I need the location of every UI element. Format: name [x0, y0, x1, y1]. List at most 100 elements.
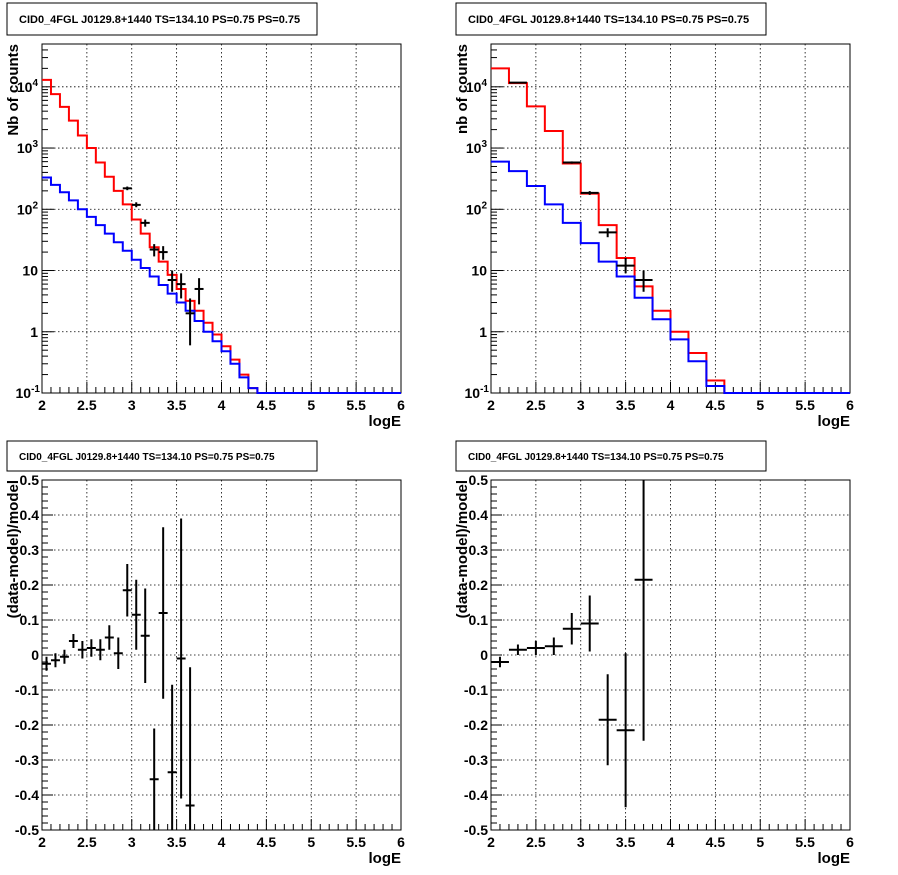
title-box-frame	[455, 2, 767, 36]
data-point	[598, 674, 617, 766]
x-tick-label: 2.5	[77, 397, 97, 413]
data-point	[140, 588, 150, 683]
y-tick-label: 103	[466, 139, 488, 156]
x-tick-label: 5.5	[346, 397, 366, 413]
data-point	[167, 270, 177, 292]
x-tick-label: 4	[218, 397, 226, 413]
y-tick-label: 10	[471, 263, 487, 279]
data-point	[508, 644, 527, 655]
y-tick-label: 10	[22, 263, 38, 279]
x-tick-label: 2.5	[526, 397, 546, 413]
x-tick-label: 6	[397, 834, 405, 850]
counts-panel-left: CID0_4FGL J0129.8+1440 TS=134.10 PS=0.75…	[5, 2, 405, 430]
x-axis-label: logE	[818, 850, 851, 867]
data-point	[580, 191, 599, 195]
x-tick-label: 3.5	[616, 834, 636, 850]
x-tick-label: 5.5	[346, 834, 366, 850]
x-tick-label: 5	[307, 834, 315, 850]
y-tick-label: -0.1	[15, 682, 39, 698]
data-point	[77, 641, 87, 659]
x-tick-label: 3	[128, 397, 136, 413]
data-point	[185, 298, 195, 346]
data-point	[95, 639, 105, 661]
x-tick-label: 2.5	[526, 834, 546, 850]
y-tick-label: -0.5	[464, 822, 488, 838]
x-tick-label: 6	[397, 397, 405, 413]
data-point	[526, 641, 545, 655]
gridlines	[491, 480, 850, 830]
data-point	[122, 186, 132, 191]
data-points	[42, 518, 195, 830]
title-box-frame	[455, 440, 767, 472]
data-point	[634, 480, 653, 741]
x-tick-label: 3	[577, 397, 585, 413]
chart-title: CID0_4FGL J0129.8+1440 TS=134.10 PS=0.75…	[19, 452, 275, 463]
data-point	[598, 228, 617, 238]
data-points	[491, 480, 653, 808]
data-point	[562, 613, 581, 645]
gridlines	[42, 480, 401, 830]
y-tick-label: 102	[466, 200, 488, 217]
data-point	[176, 518, 186, 799]
title-box-frame	[6, 2, 318, 36]
data-point	[104, 625, 114, 650]
data-point	[544, 637, 563, 655]
y-tick-label: 102	[17, 200, 39, 217]
chart-title: CID0_4FGL J0129.8+1440 TS=134.10 PS=0.75…	[468, 14, 749, 26]
y-tick-label: -0.2	[15, 717, 39, 733]
y-tick-label: 103	[17, 139, 39, 156]
data-point	[580, 595, 599, 652]
data-point	[122, 564, 132, 617]
y-tick-label: 10-1	[16, 384, 41, 401]
data-point	[131, 202, 141, 208]
data-point	[113, 637, 123, 669]
title-box: CID0_4FGL J0129.8+1440 TS=134.10 PS=0.75…	[6, 2, 318, 36]
y-tick-label: 104	[466, 78, 488, 95]
y-axis-label: nb of counts	[454, 44, 471, 134]
y-tick-label: 0.3	[20, 542, 40, 558]
x-tick-label: 5.5	[795, 397, 815, 413]
y-tick-label: 104	[17, 78, 39, 95]
data-point	[68, 634, 78, 648]
x-tick-label: 4.5	[706, 834, 726, 850]
title-box: CID0_4FGL J0129.8+1440 TS=134.10 PS=0.75…	[455, 2, 767, 36]
data-points	[508, 81, 653, 292]
data-point	[86, 639, 96, 657]
x-tick-label: 2	[487, 834, 495, 850]
axis-ticks	[490, 479, 851, 831]
data-point	[194, 278, 204, 305]
y-tick-label: -0.3	[464, 752, 488, 768]
y-tick-label: 0.2	[469, 577, 489, 593]
chart-title: CID0_4FGL J0129.8+1440 TS=134.10 PS=0.75…	[19, 14, 300, 26]
y-tick-label: -0.1	[464, 682, 488, 698]
x-tick-label: 3.5	[167, 397, 187, 413]
y-tick-label: 0.2	[20, 577, 40, 593]
data-point	[42, 656, 51, 671]
y-tick-label: -0.4	[464, 787, 488, 803]
residuals-panel-right: CID0_4FGL J0129.8+1440 TS=134.10 PS=0.75…	[454, 440, 854, 867]
x-tick-label: 4.5	[257, 834, 277, 850]
data-point	[491, 656, 509, 668]
y-tick-label: 0.1	[469, 612, 489, 628]
axis-ticks	[41, 479, 402, 831]
x-tick-label: 5.5	[795, 834, 815, 850]
data-point	[149, 728, 159, 830]
x-axis-label: logE	[369, 413, 402, 430]
y-tick-label: -0.3	[15, 752, 39, 768]
y-tick-label: 1	[30, 324, 38, 340]
y-tick-label: -0.5	[15, 822, 39, 838]
x-tick-label: 2	[38, 397, 46, 413]
y-tick-label: -0.4	[15, 787, 39, 803]
data-point	[562, 161, 581, 164]
y-tick-label: -0.2	[464, 717, 488, 733]
chart-title: CID0_4FGL J0129.8+1440 TS=134.10 PS=0.75…	[468, 452, 724, 463]
y-tick-label: 0	[31, 647, 39, 663]
data-point	[616, 258, 635, 274]
x-tick-label: 3.5	[616, 397, 636, 413]
data-point	[59, 649, 69, 664]
data-point	[616, 653, 635, 808]
x-tick-label: 3.5	[167, 834, 187, 850]
x-tick-label: 2	[38, 834, 46, 850]
residuals-panel-left: CID0_4FGL J0129.8+1440 TS=134.10 PS=0.75…	[5, 440, 405, 867]
data-point	[167, 684, 177, 830]
